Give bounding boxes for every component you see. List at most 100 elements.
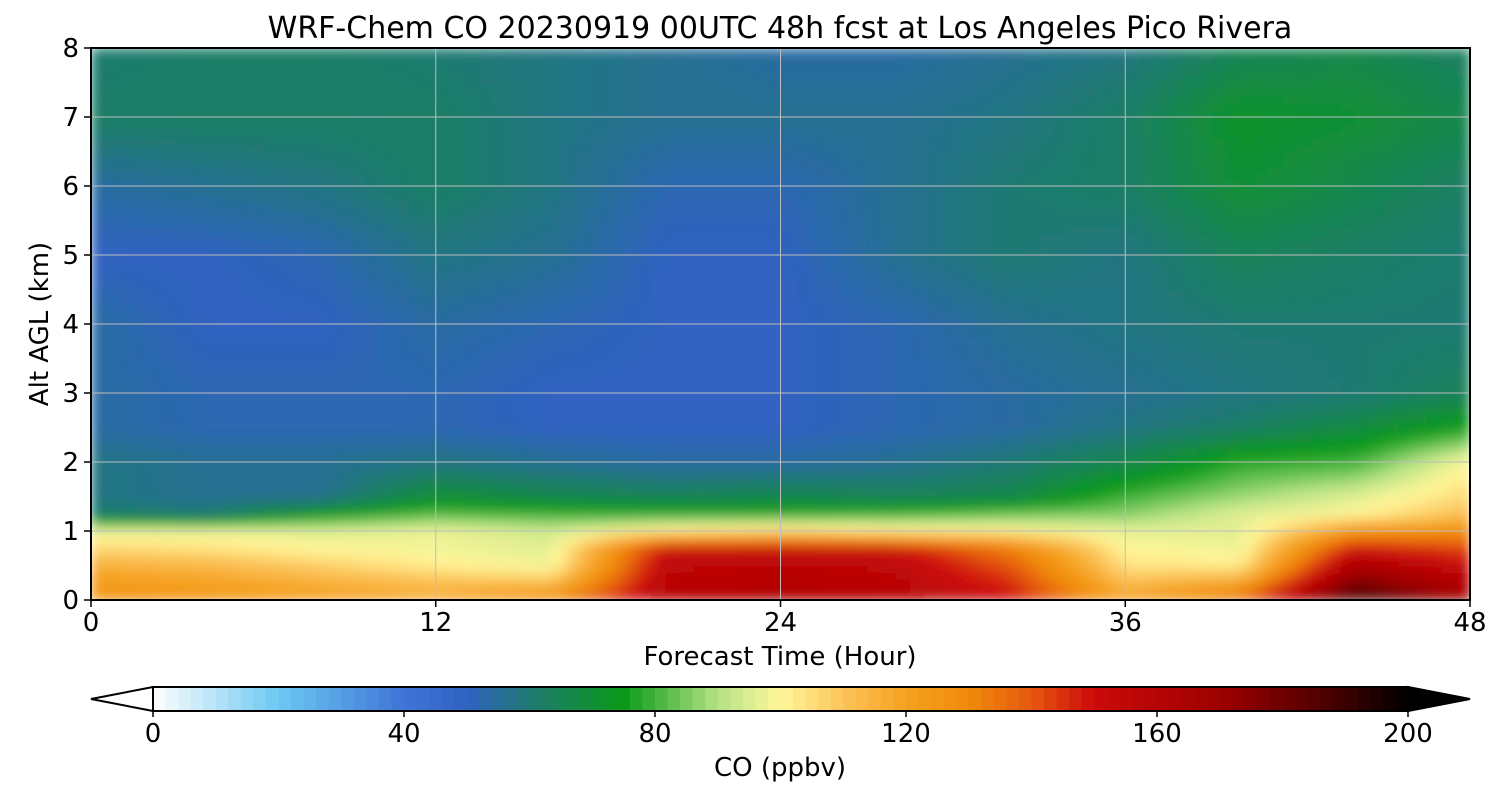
heatmap-cell [507, 255, 523, 263]
heatmap-cell [435, 586, 452, 594]
heatmap-cell [421, 289, 437, 298]
heatmap-cell [191, 110, 207, 118]
heatmap-cell [478, 420, 495, 429]
heatmap-cell [636, 275, 653, 284]
heatmap-cell [363, 241, 380, 249]
heatmap-cell [579, 579, 595, 588]
heatmap-cell [823, 372, 839, 381]
heatmap-cell [536, 123, 552, 132]
heatmap-cell [191, 372, 207, 381]
heatmap-cell [608, 462, 624, 470]
heatmap-cell [507, 330, 523, 339]
heatmap-cell [234, 103, 250, 111]
heatmap-cell [162, 510, 179, 519]
heatmap-cell [450, 206, 466, 215]
heatmap-cell [809, 393, 825, 401]
heatmap-cell [881, 344, 897, 353]
heatmap-cell [794, 386, 811, 394]
heatmap-cell [392, 199, 408, 208]
heatmap-cell [837, 496, 854, 505]
heatmap-cell [363, 503, 380, 512]
heatmap-cell [335, 448, 351, 456]
heatmap-cell [205, 255, 222, 263]
heatmap-cell [579, 227, 595, 236]
heatmap-cell [191, 89, 207, 98]
heatmap-cell [134, 296, 150, 305]
heatmap-cell [306, 227, 322, 236]
heatmap-cell [177, 420, 193, 429]
heatmap-cell [191, 482, 207, 491]
heatmap-cell [708, 524, 724, 532]
heatmap-cell [608, 455, 624, 463]
heatmap-cell [794, 172, 811, 180]
heatmap-cell [565, 151, 581, 160]
heatmap-cell [335, 317, 351, 325]
heatmap-cell [866, 213, 882, 222]
heatmap-cell [924, 206, 940, 215]
heatmap-cell [708, 475, 724, 484]
heatmap-cell [435, 579, 452, 588]
heatmap-cell [952, 510, 969, 519]
heatmap-cell [881, 255, 897, 263]
heatmap-cell [105, 151, 121, 160]
heatmap-cell [766, 427, 782, 436]
heatmap-cell [608, 158, 624, 167]
heatmap-cell [407, 172, 423, 180]
heatmap-cell [493, 406, 509, 415]
heatmap-cell [421, 524, 437, 532]
heatmap-cell [550, 144, 566, 153]
heatmap-cell [766, 351, 782, 360]
heatmap-cell [665, 475, 681, 484]
heatmap-cell [177, 503, 193, 512]
heatmap-cell [866, 310, 882, 318]
heatmap-cell [306, 192, 322, 201]
heatmap-cell [881, 144, 897, 153]
heatmap-cell [565, 227, 581, 236]
heatmap-cell [967, 75, 983, 84]
heatmap-cell [105, 462, 121, 470]
heatmap-cell [435, 123, 452, 132]
heatmap-cell [407, 220, 423, 229]
heatmap-cell [636, 296, 653, 305]
heatmap-cell [938, 517, 954, 525]
heatmap-cell [292, 537, 308, 546]
heatmap-cell [665, 572, 681, 581]
heatmap-cell [335, 468, 351, 477]
heatmap-cell [909, 137, 926, 146]
heatmap-cell [320, 268, 337, 277]
heatmap-cell [565, 427, 581, 436]
heatmap-cell [565, 317, 581, 325]
heatmap-cell [967, 524, 983, 532]
heatmap-cell [694, 517, 710, 525]
heatmap-cell [521, 468, 538, 477]
heatmap-cell [249, 275, 265, 284]
heatmap-cell [837, 393, 854, 401]
heatmap-cell [91, 158, 107, 167]
heatmap-cell [909, 572, 926, 581]
heatmap-cell [780, 358, 796, 367]
heatmap-cell [177, 303, 193, 312]
heatmap-cell [450, 330, 466, 339]
heatmap-cell [119, 399, 135, 408]
heatmap-cell [780, 579, 796, 588]
heatmap-cell [292, 441, 308, 450]
heatmap-cell [565, 48, 581, 56]
heatmap-cell [119, 379, 135, 387]
heatmap-cell [794, 462, 811, 470]
heatmap-cell [162, 275, 179, 284]
heatmap-cell [507, 89, 523, 98]
heatmap-cell [349, 544, 365, 553]
heatmap-cell [536, 517, 552, 525]
heatmap-cell [751, 455, 768, 463]
heatmap-cell [766, 68, 782, 77]
heatmap-cell [665, 268, 681, 277]
heatmap-cell [205, 186, 222, 194]
heatmap-cell [349, 462, 365, 470]
heatmap-cell [952, 551, 969, 560]
heatmap-cell [737, 310, 753, 318]
heatmap-cell [464, 386, 480, 394]
heatmap-cell [565, 406, 581, 415]
heatmap-cell [579, 572, 595, 581]
heatmap-cell [134, 489, 150, 498]
heatmap-cell [636, 510, 653, 519]
